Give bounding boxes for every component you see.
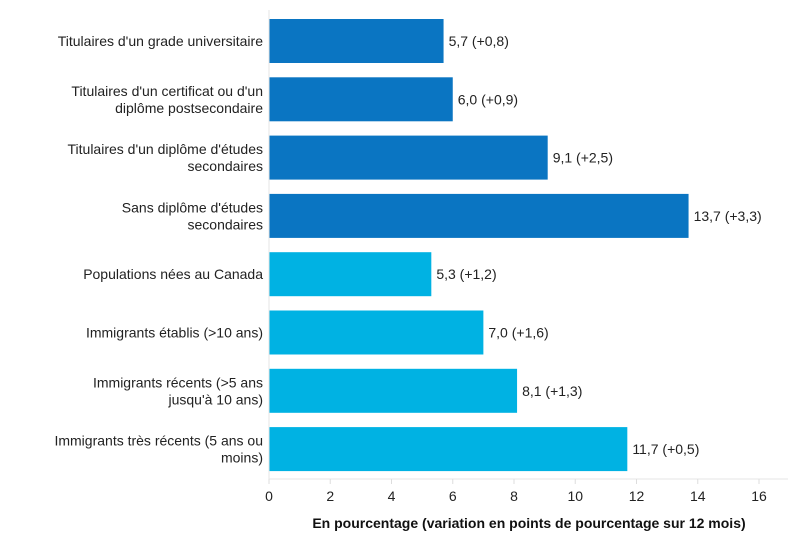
data-label: 9,1 (+2,5) [553, 150, 613, 166]
x-tick-label: 10 [567, 488, 583, 504]
x-tick-label: 4 [388, 488, 396, 504]
bar [269, 77, 453, 122]
category-label: diplôme postsecondaire [115, 100, 263, 116]
bar [269, 427, 628, 472]
x-tick-label: 14 [690, 488, 706, 504]
bar [269, 135, 548, 180]
category-label: Titulaires d'un certificat ou d'un [71, 83, 263, 99]
data-label: 7,0 (+1,6) [488, 325, 548, 341]
x-tick-label: 0 [265, 488, 273, 504]
category-label: Populations nées au Canada [83, 266, 263, 282]
category-label: Immigrants établis (>10 ans) [86, 325, 263, 341]
data-label: 5,3 (+1,2) [436, 266, 496, 282]
bar [269, 310, 484, 355]
category-label: Sans diplôme d'études [122, 199, 263, 215]
bar [269, 193, 689, 238]
x-tick-label: 2 [326, 488, 334, 504]
x-tick-label: 12 [629, 488, 645, 504]
x-axis-title: En pourcentage (variation en points de p… [312, 515, 745, 531]
x-tick-label: 16 [751, 488, 767, 504]
category-label: Titulaires d'un diplôme d'études [68, 141, 264, 157]
data-label: 11,7 (+0,5) [632, 441, 699, 457]
bar [269, 19, 444, 63]
category-label: secondaires [188, 216, 264, 232]
data-label: 5,7 (+0,8) [449, 33, 509, 49]
data-label: 8,1 (+1,3) [522, 383, 582, 399]
category-label: moins) [221, 450, 263, 466]
x-tick-label: 8 [510, 488, 518, 504]
category-label: Immigrants très récents (5 ans ou [54, 433, 263, 449]
category-label: secondaires [188, 158, 264, 174]
x-tick-label: 6 [449, 488, 457, 504]
bar [269, 252, 432, 297]
category-label: jusqu'à 10 ans) [167, 391, 263, 407]
data-label: 13,7 (+3,3) [694, 208, 762, 224]
data-label: 6,0 (+0,9) [458, 91, 518, 107]
category-label: Titulaires d'un grade universitaire [58, 33, 263, 49]
category-label: Immigrants récents (>5 ans [93, 374, 263, 390]
bar [269, 368, 518, 413]
